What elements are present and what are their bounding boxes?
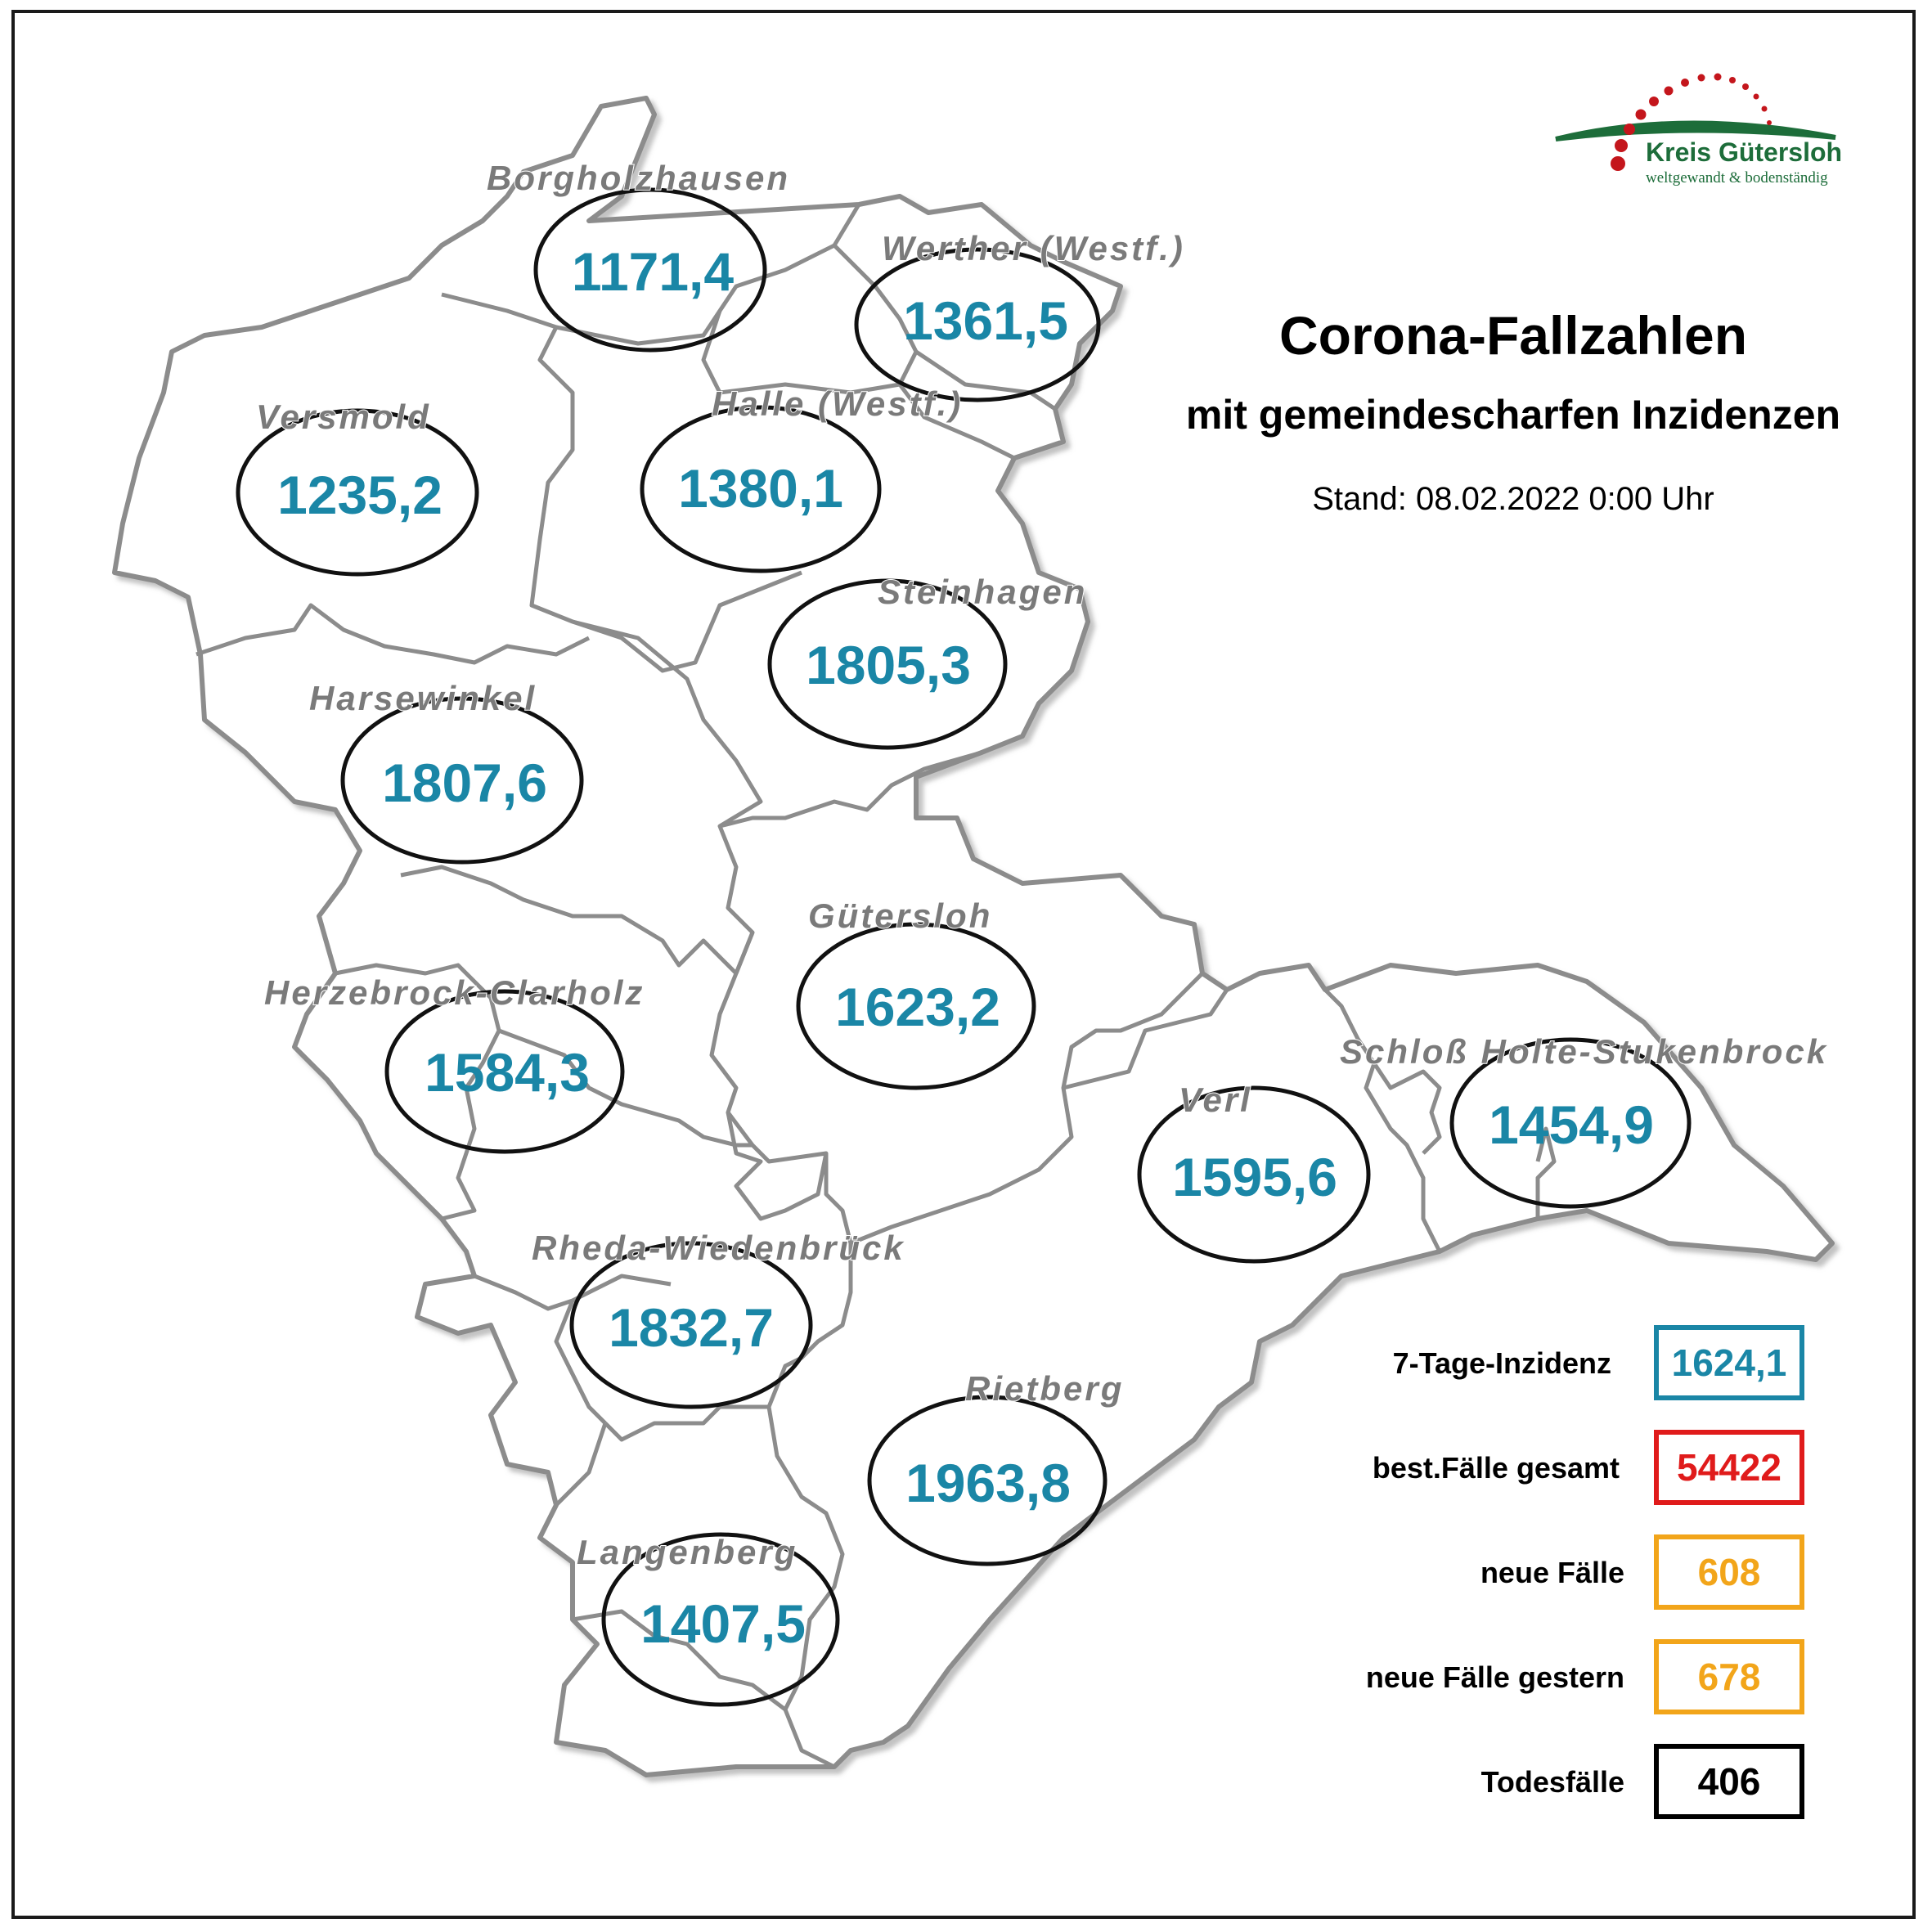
ellipse-verl <box>1137 1085 1371 1264</box>
value-schlossholte: 1454,9 <box>1489 1094 1654 1155</box>
label-langenberg: Langenberg <box>577 1533 798 1571</box>
legend-value-gesamt: 54422 <box>1654 1430 1804 1505</box>
value-herzebrock: 1584,3 <box>425 1042 590 1103</box>
ellipse-borgholzhausen <box>533 187 767 353</box>
legend-value-inzidenz: 1624,1 <box>1654 1325 1804 1400</box>
label-versmold: Versmold <box>256 398 431 436</box>
ellipse-werther <box>854 247 1101 402</box>
value-rheda: 1832,7 <box>609 1297 774 1358</box>
label-herzebrock: Herzebrock-Clarholz <box>264 973 645 1012</box>
stand-timestamp: Stand: 08.02.2022 0:00 Uhr <box>1312 481 1714 517</box>
legend-label-gestern: neue Fälle gestern <box>1365 1660 1624 1694</box>
municipality-values: 1171,4 1361,5 1235,2 1380,1 1805,3 1807,… <box>277 241 1654 1654</box>
value-langenberg: 1407,5 <box>640 1593 806 1654</box>
ellipse-schlossholte <box>1449 1037 1692 1209</box>
outer-frame <box>11 10 1916 1919</box>
page-title: Corona-Fallzahlen <box>1278 305 1748 366</box>
ellipse-halle <box>640 405 882 573</box>
legend-value-tod: 406 <box>1654 1744 1804 1819</box>
label-schlossholte: Schloß Holte-Stukenbrock <box>1340 1032 1828 1071</box>
logo-tagline: weltgewandt & bodenständig <box>1646 169 1828 186</box>
label-werther: Werther (Westf.) <box>882 229 1185 267</box>
ellipse-rietberg <box>867 1395 1108 1566</box>
label-halle: Halle (Westf.) <box>712 384 963 423</box>
ellipse-versmold <box>236 408 479 577</box>
value-verl: 1595,6 <box>1172 1147 1337 1207</box>
page-subtitle: mit gemeindescharfen Inzidenzen <box>1185 392 1841 438</box>
municipality-borders <box>195 203 1557 1769</box>
value-rietberg: 1963,8 <box>905 1453 1071 1513</box>
ellipse-rheda <box>569 1241 813 1409</box>
value-borgholzhausen: 1171,4 <box>572 241 735 302</box>
label-rietberg: Rietberg <box>965 1369 1124 1408</box>
value-harsewinkel: 1807,6 <box>382 753 547 813</box>
legend-value-neue: 608 <box>1654 1534 1804 1610</box>
ellipse-guetersloh <box>796 922 1036 1090</box>
label-verl: Verl <box>1179 1081 1252 1119</box>
value-halle: 1380,1 <box>678 458 843 519</box>
legend-label-inzidenz: 7-Tage-Inzidenz <box>1392 1346 1611 1380</box>
value-werther: 1361,5 <box>903 290 1068 351</box>
value-steinhagen: 1805,3 <box>806 635 971 695</box>
label-steinhagen: Steinhagen <box>878 573 1087 611</box>
legend-label-gesamt: best.Fälle gesamt <box>1372 1451 1620 1485</box>
label-rheda: Rheda-Wiedenbrück <box>532 1229 905 1267</box>
legend-label-tod: Todesfälle <box>1480 1765 1624 1799</box>
legend-label-neue: neue Fälle <box>1480 1556 1624 1589</box>
ellipse-harsewinkel <box>340 696 584 865</box>
label-harsewinkel: Harsewinkel <box>309 679 537 717</box>
municipality-ellipses <box>236 187 1692 1707</box>
label-guetersloh: Gütersloh <box>808 896 992 935</box>
label-borgholzhausen: Borgholzhausen <box>487 159 790 197</box>
logo-graphic <box>1555 73 1836 171</box>
value-versmold: 1235,2 <box>277 465 443 525</box>
legend-value-gestern: 678 <box>1654 1639 1804 1714</box>
value-guetersloh: 1623,2 <box>835 977 1000 1037</box>
ellipse-langenberg <box>601 1532 840 1707</box>
logo-name: Kreis Gütersloh <box>1646 137 1843 167</box>
ellipse-steinhagen <box>767 578 1008 750</box>
municipality-names: Borgholzhausen Werther (Westf.) Versmold… <box>255 158 1828 1572</box>
ellipse-herzebrock <box>384 989 625 1154</box>
